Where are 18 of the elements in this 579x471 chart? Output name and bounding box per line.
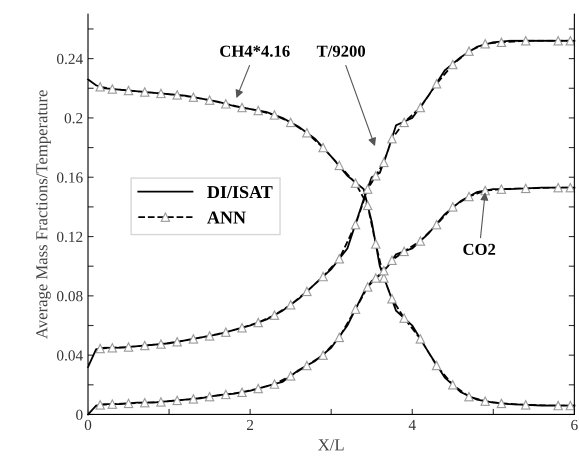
annotation: CO2 bbox=[463, 244, 496, 255]
x-tick-label: 4 bbox=[408, 420, 416, 430]
y-tick-label: 0.16 bbox=[56, 172, 83, 183]
legend-label: DI/ISAT bbox=[207, 186, 273, 198]
y-tick-label: 0.04 bbox=[56, 350, 83, 361]
y-tick-label: 0 bbox=[76, 410, 83, 420]
y-tick-label: 0.24 bbox=[56, 54, 83, 64]
x-tick-label: 2 bbox=[246, 420, 254, 430]
y-axis-title: Average Mass Fractions/Temperature bbox=[36, 90, 51, 339]
y-tick-label: 0.2 bbox=[64, 113, 82, 124]
y-tick-label: 0.08 bbox=[56, 291, 83, 302]
annotation: T/9200 bbox=[316, 46, 366, 57]
x-tick-label: 0 bbox=[84, 420, 92, 430]
x-axis-title: X/L bbox=[318, 439, 344, 450]
legend-label: ANN bbox=[207, 212, 246, 224]
annotation: CH4*4.16 bbox=[220, 46, 290, 57]
y-tick-label: 0.12 bbox=[56, 232, 82, 242]
x-tick-label: 6 bbox=[571, 420, 578, 430]
